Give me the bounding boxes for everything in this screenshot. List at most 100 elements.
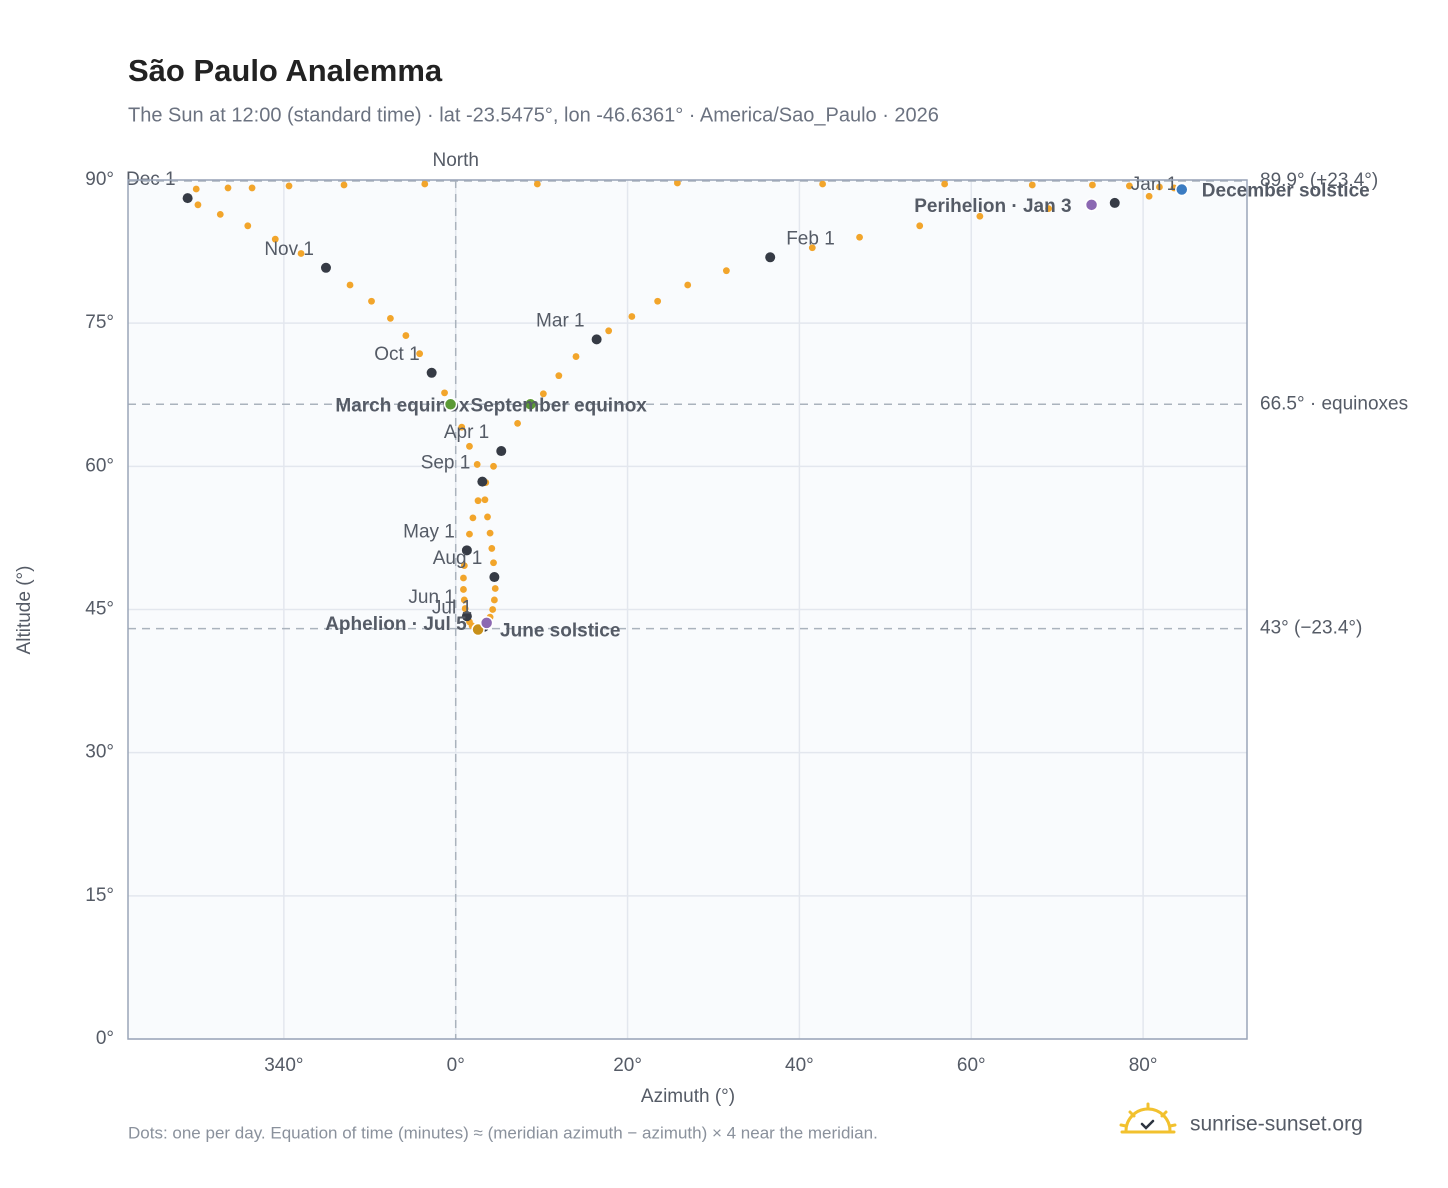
day-dot (856, 233, 863, 241)
day-dot (819, 180, 827, 188)
day-dot (387, 314, 394, 322)
day-dot (460, 562, 468, 569)
y-tick-label: 45° (85, 599, 114, 620)
day-dot (402, 332, 410, 339)
day-dot (474, 497, 482, 505)
y-tick-label: 30° (85, 742, 114, 763)
day-dot (555, 372, 563, 380)
day-dot (674, 179, 681, 187)
day-dot (1089, 181, 1096, 189)
day-dot (244, 222, 252, 230)
y-tick-label: 60° (85, 455, 114, 476)
day-dot (194, 201, 202, 209)
day-dot (473, 461, 481, 468)
event-label: Aphelion · Jul 5 (325, 614, 467, 635)
chart-subtitle: The Sun at 12:00 (standard time) · lat -… (128, 104, 939, 126)
day-dot (469, 514, 477, 522)
day-dot (216, 210, 224, 218)
month-dot (461, 545, 472, 556)
month-dot (426, 367, 437, 378)
day-dot (441, 389, 448, 397)
footnote: Dots: one per day. Equation of time (min… (128, 1123, 878, 1142)
month-label: Jul 1 (432, 598, 472, 619)
day-dot (466, 530, 473, 538)
day-dot (976, 212, 984, 220)
day-dot (488, 545, 496, 552)
day-dot (1028, 181, 1036, 189)
day-dot (460, 586, 467, 593)
day-dot (491, 585, 499, 592)
event-dot (1175, 182, 1189, 197)
day-dot (490, 559, 497, 567)
day-dot (271, 235, 279, 243)
month-dot (765, 252, 776, 263)
month-label: Sep 1 (421, 453, 471, 474)
reference-label: 66.5° · equinoxes (1260, 393, 1408, 414)
x-tick-label: 340° (264, 1055, 303, 1076)
month-dot (182, 193, 193, 204)
plot-border (127, 179, 1248, 1040)
day-dot (489, 606, 497, 613)
day-dot (514, 419, 521, 427)
day-dot (458, 423, 466, 431)
day-dot (368, 297, 375, 305)
month-label: Jun 1 (408, 587, 454, 608)
x-tick-label: 40° (785, 1055, 814, 1076)
y-tick-label: 75° (85, 312, 114, 333)
brand-name: sunrise-sunset.org (1190, 1113, 1363, 1136)
day-dot (684, 281, 692, 289)
day-dot (297, 250, 305, 257)
event-dot (443, 397, 458, 412)
month-dot (320, 262, 331, 273)
x-tick-label: 80° (1129, 1055, 1158, 1076)
day-dot (340, 181, 348, 189)
month-label: Apr 1 (444, 422, 489, 443)
day-dot (1156, 183, 1163, 191)
event-label: Perihelion · Jan 3 (914, 196, 1071, 217)
month-label: Mar 1 (536, 310, 585, 331)
day-dot (722, 267, 730, 275)
day-dot (346, 281, 354, 289)
north-label: North (432, 150, 478, 171)
day-dot (572, 353, 580, 360)
month-dot (489, 572, 500, 583)
x-tick-label: 60° (957, 1055, 986, 1076)
month-label: Feb 1 (786, 228, 835, 249)
day-dot (605, 327, 613, 335)
month-label: Jan 1 (1131, 174, 1177, 195)
day-dot (808, 244, 816, 252)
x-tick-label: 20° (613, 1055, 642, 1076)
day-dot (654, 297, 662, 305)
day-dot (1125, 182, 1133, 190)
event-dot (523, 397, 538, 412)
month-dot (591, 334, 602, 345)
reference-label: 43° (−23.4°) (1260, 618, 1362, 639)
day-dot (533, 180, 541, 188)
day-dot (490, 462, 497, 470)
x-tick-label: 0° (447, 1055, 465, 1076)
month-label: Oct 1 (374, 344, 419, 365)
event-label: March equinox (335, 395, 470, 416)
event-label: December solstice (1202, 181, 1370, 202)
y-axis-title: Altitude (°) (14, 566, 35, 655)
day-dot (192, 185, 200, 193)
day-dot (460, 574, 467, 582)
y-tick-label: 0° (96, 1028, 114, 1049)
day-dot (248, 184, 256, 192)
month-label: Aug 1 (433, 548, 483, 569)
day-dot (285, 182, 293, 190)
day-dot (916, 222, 924, 230)
day-dot (490, 596, 498, 604)
day-dot (416, 350, 424, 358)
month-label: May 1 (403, 521, 455, 542)
event-label: September equinox (471, 395, 648, 416)
event-dot (1084, 198, 1099, 212)
day-dot (1145, 192, 1153, 200)
day-dot (460, 596, 468, 604)
day-dot (481, 496, 489, 504)
month-dot (477, 476, 488, 487)
y-tick-label: 90° (85, 169, 114, 190)
month-dot (1109, 197, 1120, 208)
month-label: Nov 1 (264, 239, 314, 260)
day-dot (539, 390, 547, 398)
